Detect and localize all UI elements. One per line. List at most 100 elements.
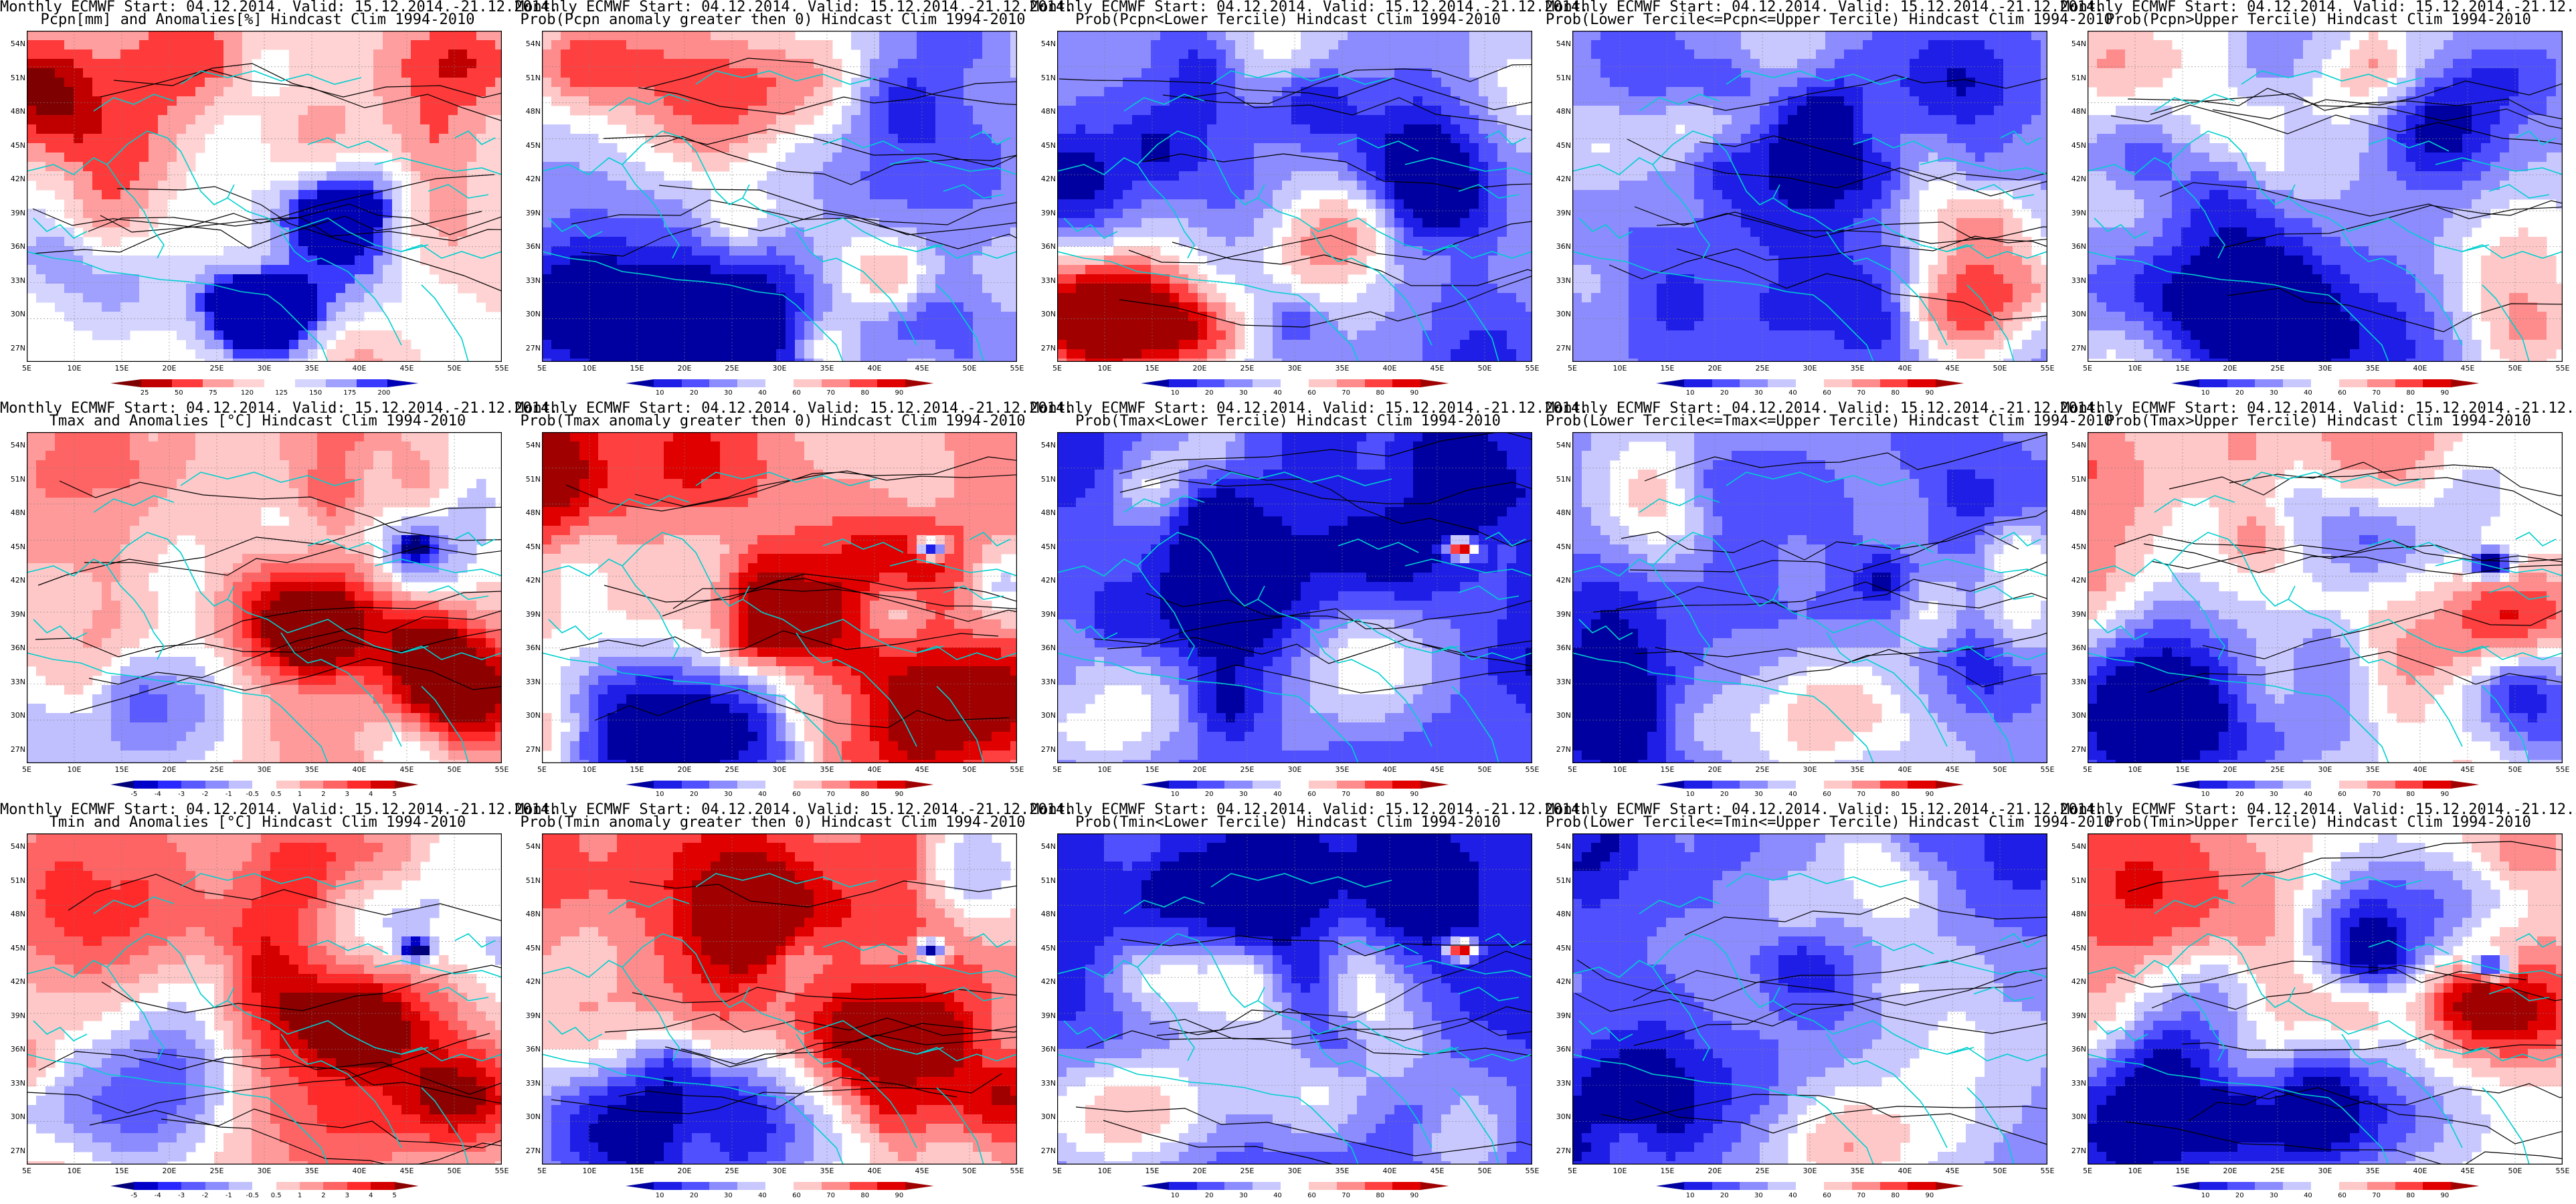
colorbar-swatch [849, 781, 878, 789]
lat-label: 48N [3, 910, 25, 918]
lon-label: 40E [1892, 766, 1918, 773]
lon-label: 40E [1892, 1167, 1918, 1175]
lon-label: 15E [108, 1167, 135, 1175]
lat-label: 51N [2063, 476, 2086, 483]
colorbar-swatch [1253, 379, 1281, 387]
colorbar-label: 40 [2298, 390, 2318, 397]
colorbar: 10 20 30 40 60 70 80 90 [2171, 379, 2480, 397]
colorbar-label: 70 [2367, 390, 2387, 397]
lon-label: 55E [2034, 365, 2061, 372]
lon-label: 45E [2454, 766, 2481, 773]
colorbar-label: 40 [1267, 1193, 1287, 1199]
lon-label: 10E [1606, 1167, 1633, 1175]
contour-lines [2110, 80, 2563, 332]
colorbar-swatch [821, 379, 850, 387]
lon-label: 20E [1186, 1167, 1213, 1175]
colorbar-label: -4 [148, 1193, 168, 1199]
colorbar-label: 70 [1851, 791, 1871, 798]
lat-label: 39N [1548, 611, 1571, 618]
lon-label: 35E [1844, 766, 1871, 773]
lat-label: 33N [518, 1080, 541, 1087]
colorbar-label: 3 [337, 1193, 357, 1199]
lat-label: 54N [518, 40, 541, 47]
colorbar-label: 3 [337, 791, 357, 798]
lon-label: 35E [2359, 1167, 2386, 1175]
lat-label: 30N [1033, 1113, 1056, 1120]
lon-label: 45E [1939, 1167, 1966, 1175]
lon-label: 35E [298, 766, 325, 773]
lat-label: 27N [1548, 344, 1571, 352]
colorbar-label: 30 [2264, 390, 2284, 397]
colorbar-label: 20 [684, 1193, 704, 1199]
colorbar-label: 60 [1302, 1193, 1322, 1199]
coastlines [1572, 472, 2047, 763]
lat-label: 33N [1033, 1080, 1056, 1087]
lon-label: 35E [2359, 766, 2386, 773]
colorbar-label: 80 [1370, 1193, 1390, 1199]
lon-label: 5E [2074, 766, 2101, 773]
lat-label: 33N [1548, 678, 1571, 686]
lon-label: 5E [2074, 1167, 2101, 1175]
coastlines [27, 472, 502, 763]
lat-label: 33N [1033, 678, 1056, 686]
colorbar-label: 40 [1782, 390, 1803, 397]
lat-label: 30N [2063, 310, 2086, 318]
lat-label: 48N [3, 108, 25, 115]
colorbar-label: 10 [2195, 1193, 2215, 1199]
lon-label: 10E [61, 1167, 88, 1175]
lon-label: 10E [1606, 766, 1633, 773]
map-panel-tmin-5: Monthly ECMWF Start: 04.12.2014. Valid: … [2061, 803, 2576, 1204]
lat-label: 45N [3, 142, 25, 149]
panel-title-line1: Monthly ECMWF Start: 04.12.2014. Valid: … [1030, 803, 1588, 817]
colorbar-swatch [394, 1182, 419, 1190]
lon-label: 45E [909, 766, 935, 773]
colorbar-label: 40 [752, 1193, 772, 1199]
colorbar-swatch [2283, 1182, 2312, 1190]
lon-label: 45E [393, 1167, 420, 1175]
lon-label: 50E [2502, 365, 2528, 372]
lat-label: 27N [3, 746, 25, 753]
panel-title-line2: Prob(Lower Tercile<=Pcpn<=Upper Tercile)… [1546, 13, 2113, 27]
lon-label: 25E [719, 1167, 745, 1175]
colorbar-label: 70 [821, 1193, 841, 1199]
colorbar-label: 40 [752, 791, 772, 798]
colorbar-swatch [626, 379, 654, 387]
lat-label: 33N [1548, 277, 1571, 284]
lon-label: 45E [1424, 365, 1451, 372]
colorbar-label: 60 [787, 1193, 807, 1199]
colorbar-label: 30 [1748, 791, 1768, 798]
graticule [542, 432, 1017, 763]
lat-label: 51N [518, 877, 541, 884]
colorbar-label: 0.5 [266, 791, 286, 798]
lat-label: 27N [1033, 1147, 1056, 1155]
lat-label: 51N [1033, 74, 1056, 82]
colorbar-label: 30 [1748, 1193, 1768, 1199]
colorbar-swatch [1308, 1182, 1338, 1190]
lon-label: 5E [13, 766, 40, 773]
contour-lines [2114, 462, 2563, 693]
colorbar-label: 30 [2264, 1193, 2284, 1199]
colorbar-label: 90 [889, 1193, 909, 1199]
colorbar-label: 90 [889, 791, 909, 798]
colorbar-swatch [110, 379, 142, 387]
colorbar-swatch [1823, 781, 1853, 789]
lon-label: 30E [2312, 1167, 2338, 1175]
lat-label: 54N [1033, 40, 1056, 47]
colorbar: 10 20 30 40 60 70 80 90 [2171, 1182, 2480, 1199]
colorbar-swatch [1308, 379, 1338, 387]
panel-title-line1: Monthly ECMWF Start: 04.12.2014. Valid: … [2061, 803, 2576, 817]
map-field [27, 432, 502, 763]
panel-title-line1: Monthly ECMWF Start: 04.12.2014. Valid: … [1030, 0, 1588, 15]
colorbar-swatch [1936, 1182, 1964, 1190]
colorbar-label: 80 [1370, 791, 1390, 798]
colorbar-label: -1 [219, 791, 239, 798]
lon-label: 25E [1234, 766, 1261, 773]
colorbar-label: -1 [219, 1193, 239, 1199]
lat-label: 30N [518, 712, 541, 719]
colorbar-swatch [276, 781, 300, 789]
lon-label: 45E [1424, 766, 1451, 773]
lat-label: 42N [1548, 978, 1571, 985]
colorbar-swatch [765, 781, 794, 789]
lon-label: 5E [529, 766, 555, 773]
map-panel-tmin-1: Monthly ECMWF Start: 04.12.2014. Valid: … [0, 803, 558, 1204]
